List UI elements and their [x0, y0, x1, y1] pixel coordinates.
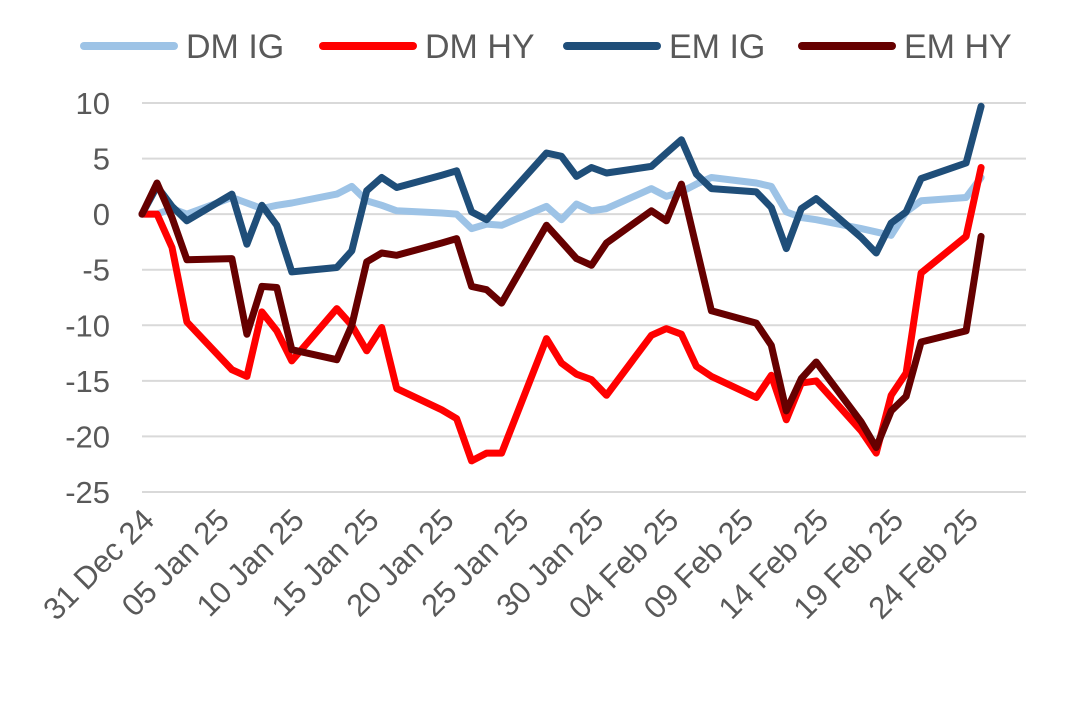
y-tick-label: -10 — [65, 308, 110, 343]
legend-label-dm-ig: DM IG — [186, 28, 284, 66]
y-axis-tick-labels: 10 5 0 -5 -10 -15 -20 -25 — [65, 86, 110, 510]
y-tick-label: -20 — [65, 419, 110, 454]
legend-label-dm-hy: DM HY — [425, 28, 535, 66]
y-tick-label: 5 — [93, 142, 110, 177]
y-tick-label: -5 — [82, 253, 110, 288]
legend: DM IG DM HY EM IG EM HY — [80, 28, 1012, 66]
y-tick-label: -25 — [65, 475, 110, 510]
series-line-em-hy — [138, 179, 985, 451]
y-tick-label: -15 — [65, 364, 110, 399]
legend-label-em-hy: EM HY — [904, 28, 1012, 66]
series-line-em-ig — [138, 102, 985, 276]
legend-label-em-ig: EM IG — [669, 28, 765, 66]
gridlines — [142, 102, 1026, 493]
series-lines — [138, 102, 985, 465]
series-line-dm-hy — [138, 164, 985, 465]
series-line-dm-ig — [138, 174, 985, 239]
y-tick-label: 10 — [76, 86, 110, 121]
y-tick-label: 0 — [93, 197, 110, 232]
